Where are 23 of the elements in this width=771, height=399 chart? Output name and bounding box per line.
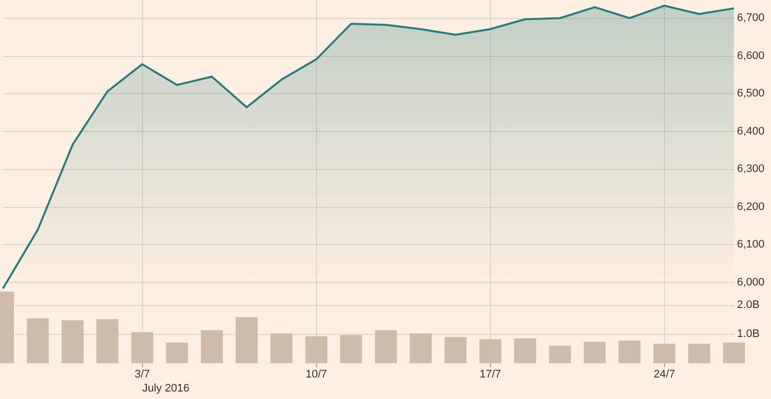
y-tick-label: 6,100: [737, 238, 765, 251]
x-tick-label: 17/7: [480, 368, 502, 381]
y-tick-label: 6,500: [737, 88, 765, 100]
y-tick-label: 6,200: [737, 200, 765, 213]
y-tick-label: 1.0B: [737, 328, 760, 340]
y-tick-label: 6,600: [737, 50, 765, 62]
bar: [444, 337, 467, 364]
y-tick-label: 6,700: [737, 12, 765, 24]
text: July 2016: [142, 382, 190, 395]
bar: [166, 342, 188, 364]
y-tick-label: 6,300: [737, 163, 765, 176]
x-tick-label: 10/7: [306, 368, 327, 381]
bar: [514, 338, 536, 364]
bar: [618, 340, 641, 364]
bar: [723, 342, 745, 364]
y-tick-label: 6,000: [737, 276, 765, 288]
bar: [548, 346, 571, 364]
y-tick-label: 6,400: [737, 125, 765, 138]
x-tick-label: 3/7: [134, 368, 150, 381]
x-tick-label: 24/7: [654, 368, 676, 381]
bar: [584, 342, 606, 364]
bar: [688, 344, 710, 364]
y-tick-label: 2.0B: [737, 299, 760, 312]
